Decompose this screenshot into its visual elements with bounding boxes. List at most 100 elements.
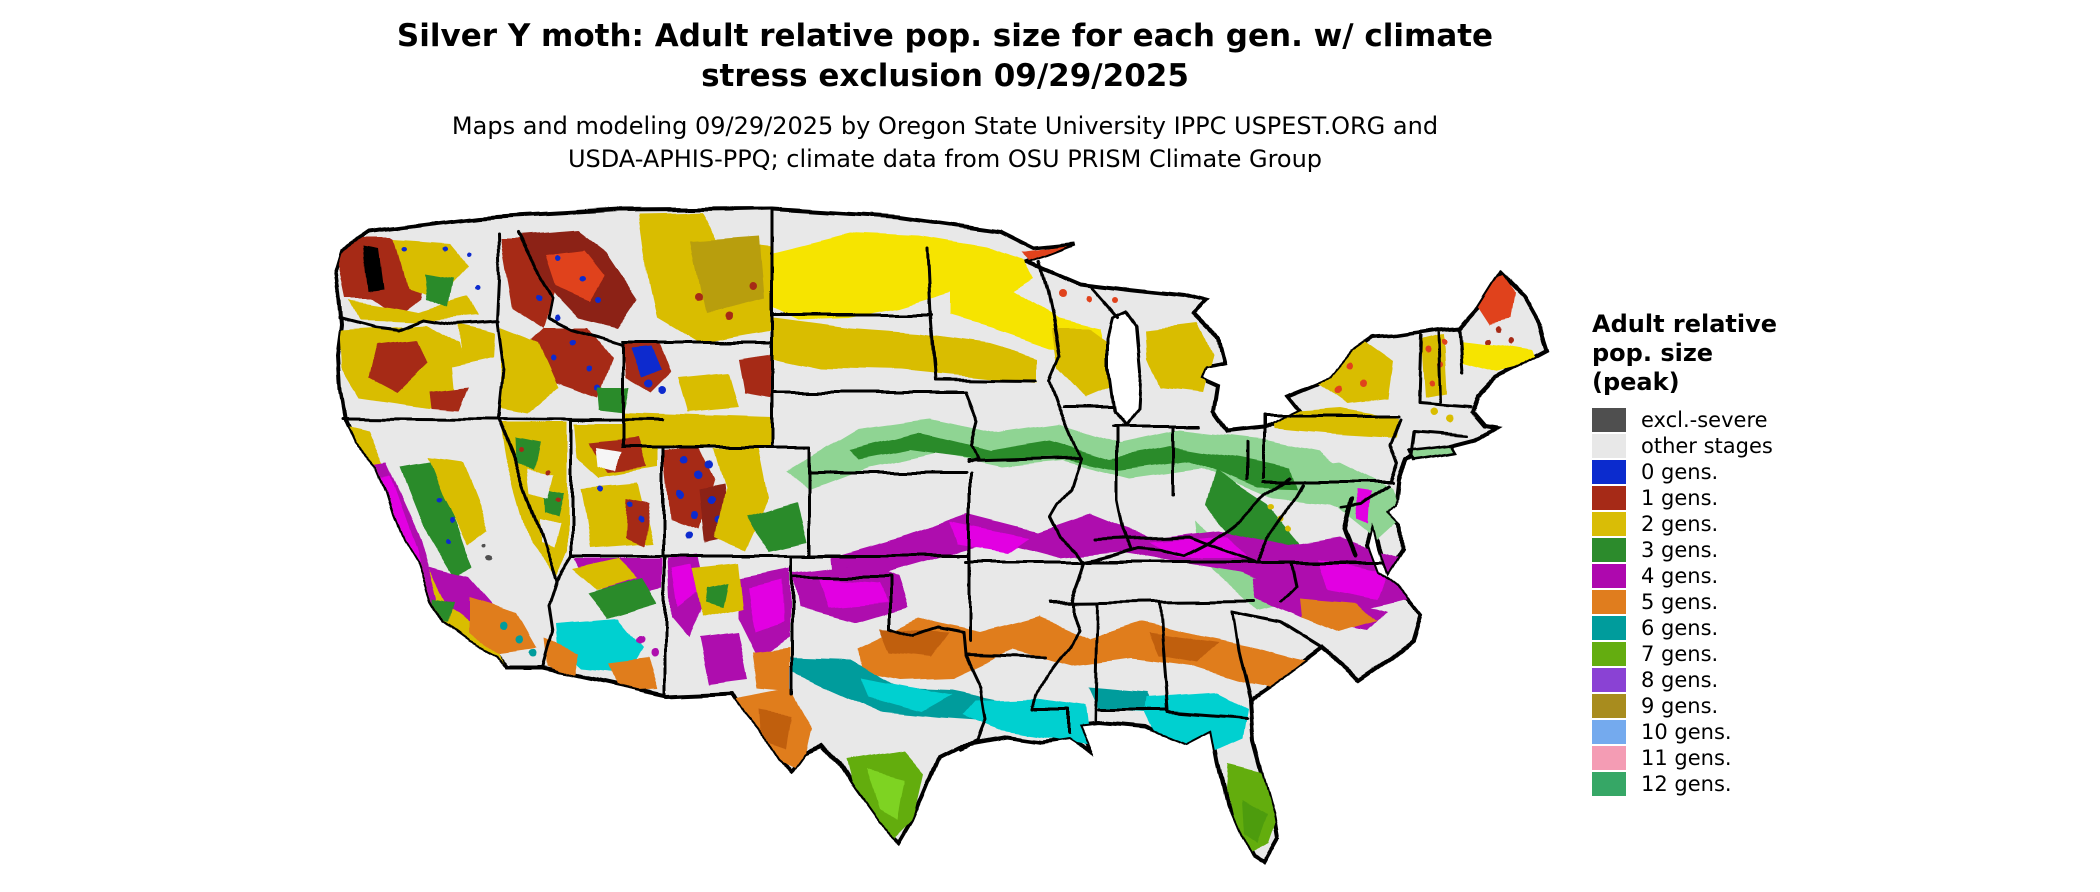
border-mn-ia bbox=[934, 378, 1039, 383]
border-ma-south bbox=[1411, 430, 1470, 438]
speck-me-red-1 bbox=[1496, 327, 1502, 333]
speck-up-red-2 bbox=[1085, 295, 1091, 301]
legend-title-line-2: pop. size bbox=[1592, 339, 1714, 367]
region-az-green-mogollon bbox=[588, 578, 658, 618]
region-or-red-2 bbox=[428, 388, 468, 410]
speck-id-blue-2 bbox=[555, 315, 561, 321]
legend-label: 11 gens. bbox=[1641, 746, 1732, 770]
legend-row: 11 gens. bbox=[1592, 745, 1892, 771]
subtitle-line-2: USDA-APHIS-PPQ; climate data from OSU PR… bbox=[567, 145, 1323, 173]
speck-adk-red-1 bbox=[1324, 351, 1332, 359]
legend-label: excl.-severe bbox=[1641, 408, 1768, 432]
border-ct-ny bbox=[1408, 430, 1415, 458]
speck-wa-blue-4 bbox=[475, 286, 481, 292]
border-ky-va bbox=[1255, 483, 1304, 564]
region-az-orange-w bbox=[545, 638, 578, 678]
region-az-gold bbox=[573, 558, 638, 590]
nc-coastal-orange bbox=[1298, 598, 1378, 633]
tx-panhandle-magenta-core bbox=[818, 578, 888, 608]
border-ca-nv bbox=[496, 416, 559, 582]
speck-mt-red-2 bbox=[724, 314, 732, 322]
border-ky-tn bbox=[1093, 535, 1257, 564]
speck-co-blue-4 bbox=[691, 510, 699, 518]
chesapeake-bay bbox=[1342, 497, 1358, 558]
speck-socal-teal-1 bbox=[501, 620, 509, 628]
maine-yellow-band bbox=[1460, 340, 1538, 372]
region-nv-green-2 bbox=[544, 488, 564, 518]
stx-green-core bbox=[865, 770, 905, 820]
subtitle-line-1: Maps and modeling 09/29/2025 by Oregon S… bbox=[451, 112, 1439, 140]
region-id-red-c bbox=[522, 328, 612, 398]
fl-keys-3 bbox=[1255, 868, 1268, 876]
legend-row: 3 gens. bbox=[1592, 537, 1892, 563]
speck-vtnh-red-3 bbox=[1428, 381, 1434, 387]
us-map-svg bbox=[333, 206, 1551, 876]
region-nm-magenta-s bbox=[698, 633, 748, 683]
us-generation-map bbox=[330, 205, 1570, 892]
legend-label: 6 gens. bbox=[1641, 616, 1719, 640]
region-ut-red-s bbox=[624, 498, 650, 546]
speck-valley-gold-3 bbox=[1287, 527, 1293, 533]
border-la-ms-south bbox=[1033, 706, 1070, 735]
speck-nv-red-3 bbox=[555, 497, 561, 503]
legend-label: 7 gens. bbox=[1641, 642, 1719, 666]
border-al-ga bbox=[1158, 601, 1170, 712]
legend-label: 3 gens. bbox=[1641, 538, 1719, 562]
speck-ca-blue-2 bbox=[449, 517, 455, 523]
speck-co-blue-3 bbox=[708, 495, 716, 503]
border-nj-west bbox=[1388, 416, 1402, 484]
speck-id-blue-6 bbox=[550, 355, 556, 361]
legend-swatch bbox=[1592, 564, 1626, 588]
speck-ut-blue-2 bbox=[627, 501, 633, 507]
band-orange bbox=[858, 616, 1340, 694]
border-ga-sc bbox=[1230, 610, 1252, 702]
legend-row: 0 gens. bbox=[1592, 459, 1892, 485]
speck-vtnh-red-1 bbox=[1424, 347, 1430, 353]
border-tn-south bbox=[1050, 599, 1257, 605]
region-nv-gray-2 bbox=[540, 520, 560, 548]
region-wy-red-e bbox=[738, 353, 772, 398]
page-title: Silver Y moth: Adult relative pop. size … bbox=[0, 16, 1890, 96]
legend-title: Adult relative pop. size (peak) bbox=[1592, 310, 1892, 397]
speck-ca-excl-1 bbox=[487, 554, 493, 560]
legend-label: 1 gens. bbox=[1641, 486, 1719, 510]
speck-co-blue-8 bbox=[686, 530, 694, 538]
band-mi-gold bbox=[1145, 324, 1213, 393]
band-teal-la bbox=[962, 698, 1090, 745]
speck-az-magenta-1 bbox=[636, 636, 644, 644]
region-nm-magenta-core-w bbox=[672, 564, 698, 608]
border-mississippi-river bbox=[1033, 260, 1087, 710]
speck-wa-blue-3 bbox=[465, 252, 471, 258]
region-mt-gold-core bbox=[690, 235, 765, 315]
border-wi-mi bbox=[1090, 286, 1120, 320]
speck-mt-blue-1 bbox=[555, 255, 561, 261]
legend-row: 9 gens. bbox=[1592, 693, 1892, 719]
speck-wa-blue-1 bbox=[402, 247, 408, 253]
speck-id-blue-4 bbox=[585, 365, 591, 371]
speck-co-blue-2 bbox=[696, 470, 704, 478]
speck-vtnh-red-4 bbox=[1441, 339, 1447, 345]
region-ca-sierra-gold bbox=[428, 458, 488, 543]
legend-row: excl.-severe bbox=[1592, 407, 1892, 433]
speck-wy-blue-2 bbox=[658, 386, 666, 394]
speck-me-red-2 bbox=[1508, 338, 1514, 344]
legend-row: 4 gens. bbox=[1592, 563, 1892, 589]
region-nm-orange-se bbox=[753, 648, 790, 691]
speck-nv-red-2 bbox=[545, 467, 551, 473]
legend-title-line-3: (peak) bbox=[1592, 368, 1680, 396]
legend-row: 6 gens. bbox=[1592, 615, 1892, 641]
legend-label: 9 gens. bbox=[1641, 694, 1719, 718]
legend-title-line-1: Adult relative bbox=[1592, 310, 1778, 338]
legend-swatch bbox=[1592, 772, 1626, 796]
speck-co-blue-1 bbox=[681, 456, 689, 464]
speck-socal-teal-3 bbox=[530, 649, 538, 657]
border-waor-id bbox=[495, 231, 505, 420]
border-wa-or bbox=[338, 316, 500, 332]
legend-row: 7 gens. bbox=[1592, 641, 1892, 667]
speck-mt-red-3 bbox=[749, 284, 757, 292]
legend-swatch bbox=[1592, 720, 1626, 744]
speck-co-blue-5 bbox=[676, 490, 684, 498]
legend-label: other stages bbox=[1641, 434, 1773, 458]
band-orange-dark-tx bbox=[880, 628, 950, 658]
